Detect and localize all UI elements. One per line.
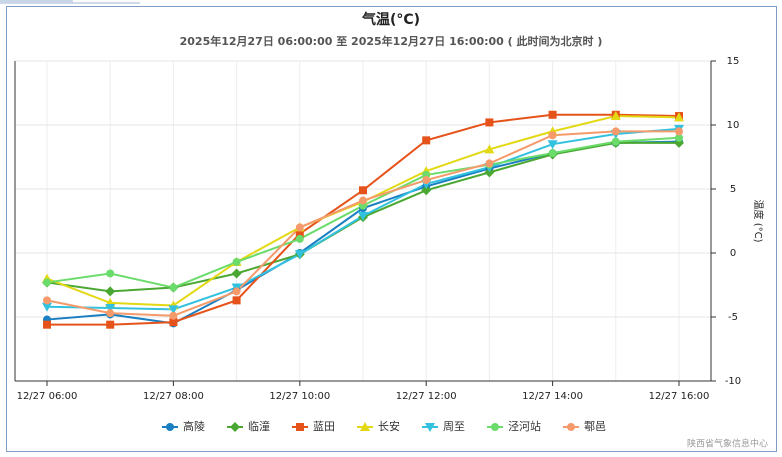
x-tick-label: 12/27 14:00 [522, 391, 583, 402]
data-point [105, 286, 116, 297]
data-point [169, 318, 178, 327]
data-point [294, 250, 305, 260]
legend-marker [425, 423, 435, 432]
data-point [43, 278, 51, 287]
data-point [611, 127, 620, 136]
x-tick-label: 12/27 10:00 [269, 391, 330, 402]
data-point [295, 234, 304, 243]
data-point [358, 211, 368, 221]
legend-marker [491, 423, 499, 431]
chart-title: 气温(°C) [361, 11, 420, 28]
x-tick-label: 12/27 08:00 [143, 391, 204, 402]
data-point [422, 136, 431, 145]
legend-marker [166, 423, 174, 431]
y-tick-label: -5 [728, 312, 738, 323]
legend-label[interactable]: 蓝田 [313, 420, 335, 433]
data-point [548, 149, 557, 158]
data-point [169, 283, 178, 292]
data-point [421, 185, 432, 196]
y-tick-label: 5 [730, 184, 736, 195]
data-point [359, 196, 367, 205]
y-axis-label: 温度 (°C) [752, 200, 765, 243]
data-point [231, 268, 242, 279]
data-point [42, 302, 52, 312]
data-point [232, 287, 241, 296]
data-point [169, 311, 178, 320]
legend-label[interactable]: 泾河站 [508, 419, 541, 433]
chart-subtitle: 2025年12月27日 06:00:00 至 2025年12月27日 16:00… [180, 34, 603, 48]
data-point [484, 144, 495, 154]
y-tick-label: 15 [727, 56, 740, 67]
data-point [43, 320, 51, 329]
data-point [106, 269, 115, 278]
credit: 陕西省气象信息中心 [687, 438, 768, 450]
data-point [106, 309, 115, 318]
data-point [422, 176, 431, 185]
x-tick-label: 12/27 06:00 [17, 391, 78, 402]
y-tick-label: -10 [725, 376, 741, 387]
x-tick-label: 12/27 12:00 [396, 391, 457, 402]
legend-label[interactable]: 鄠邑 [584, 420, 606, 433]
legend-label[interactable]: 周至 [443, 420, 465, 433]
data-point [295, 223, 304, 232]
data-point [547, 140, 558, 150]
data-point [485, 118, 494, 127]
legend-marker [230, 422, 240, 432]
x-tick-label: 12/27 16:00 [649, 391, 710, 402]
data-point [675, 133, 683, 142]
legend-label[interactable]: 临潼 [248, 419, 270, 433]
data-point [295, 229, 304, 238]
data-point [674, 112, 684, 122]
y-tick-label: 10 [727, 120, 740, 131]
data-point [232, 296, 241, 305]
chart-frame [6, 6, 777, 452]
data-point [611, 137, 620, 146]
data-point [359, 186, 367, 195]
data-point [105, 304, 116, 314]
y-tick-label: 0 [730, 248, 736, 259]
data-point [232, 257, 241, 266]
tab[interactable] [0, 0, 72, 3]
legend-label[interactable]: 长安 [378, 419, 400, 433]
data-point [485, 159, 494, 168]
legend-marker [567, 423, 575, 431]
data-point [106, 320, 115, 329]
data-point [610, 111, 621, 121]
legend-marker [360, 422, 370, 431]
data-point [168, 305, 179, 315]
data-point [548, 131, 557, 140]
data-point [675, 127, 683, 136]
data-point [548, 110, 557, 119]
legend-label[interactable]: 高陵 [183, 419, 205, 433]
data-point [43, 296, 51, 305]
legend-marker [296, 423, 304, 431]
data-point [484, 167, 495, 178]
